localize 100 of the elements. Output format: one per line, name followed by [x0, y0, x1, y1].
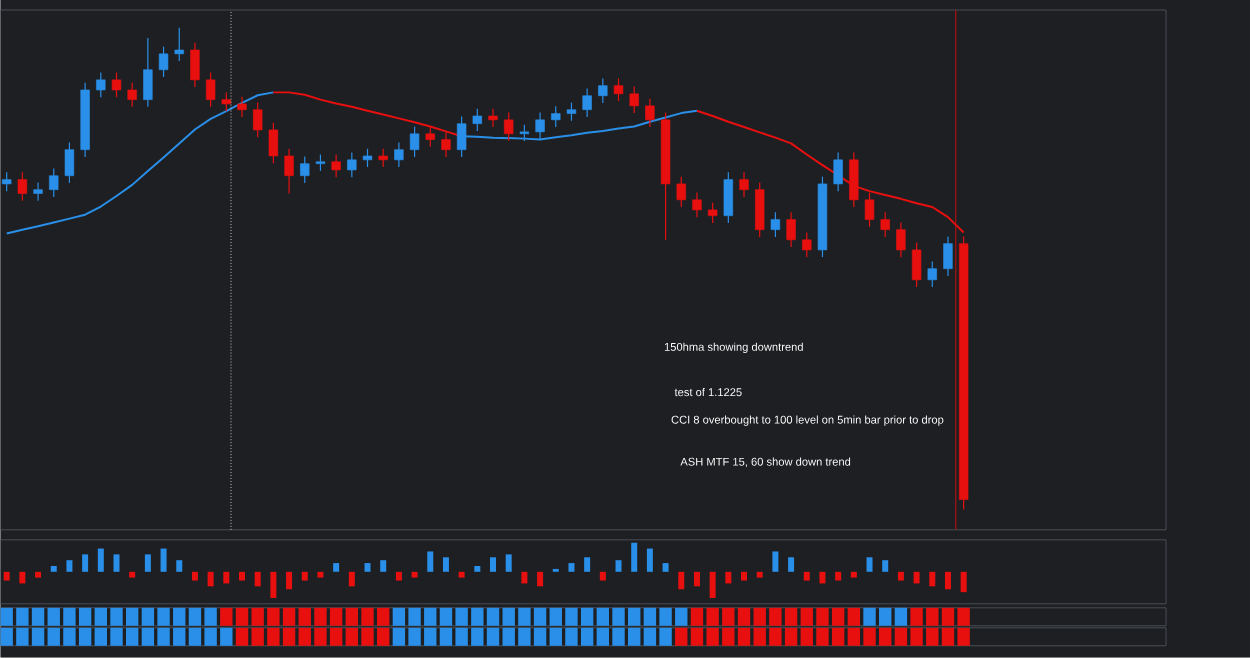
- candlestick: [598, 77, 608, 104]
- bar: [239, 571, 245, 581]
- candlestick: [409, 126, 420, 158]
- bar: [631, 542, 638, 572]
- candlestick: [943, 235, 953, 277]
- bar: [427, 551, 434, 572]
- bar: [866, 557, 873, 572]
- candlestick: [551, 105, 561, 128]
- bar: [662, 563, 669, 572]
- bar: [270, 571, 277, 599]
- bar: [35, 571, 42, 578]
- candlestick: [268, 122, 279, 164]
- bar: [191, 571, 198, 581]
- bar: [568, 563, 575, 572]
- candlestick: [472, 108, 483, 132]
- candlestick: [582, 88, 592, 118]
- bar: [741, 571, 748, 581]
- candlestick: [739, 171, 749, 198]
- bar: [364, 563, 371, 572]
- candlestick: [802, 232, 812, 258]
- bar: [756, 571, 763, 578]
- candlestick: [927, 260, 937, 288]
- candlestick: [64, 141, 75, 184]
- bar: [144, 554, 151, 572]
- candlestick: [394, 141, 404, 168]
- bar: [474, 566, 481, 572]
- bar: [333, 563, 340, 572]
- bar: [19, 571, 26, 584]
- candlestick: [911, 242, 922, 288]
- candlestick: [253, 101, 263, 138]
- bar: [788, 557, 795, 572]
- candlestick: [707, 202, 718, 224]
- bar: [709, 571, 716, 599]
- bar: [599, 571, 606, 581]
- candlestick: [488, 108, 498, 128]
- bar: [819, 571, 826, 584]
- bar: [66, 560, 73, 572]
- bar: [129, 571, 136, 578]
- candlestick: [723, 171, 734, 224]
- bar: [929, 571, 936, 587]
- candlestick: [755, 181, 765, 238]
- bar: [693, 571, 700, 587]
- candlestick: [331, 154, 341, 178]
- bar: [505, 554, 512, 572]
- candlestick: [833, 152, 843, 192]
- candlestick: [896, 221, 906, 258]
- bar: [97, 548, 104, 572]
- candlestick: [143, 37, 153, 108]
- bar: [301, 571, 308, 581]
- bar: [317, 571, 324, 578]
- bar: [537, 571, 544, 587]
- candlestick: [205, 72, 216, 108]
- bar: [850, 571, 857, 578]
- bar: [803, 571, 810, 581]
- candlestick: [221, 91, 231, 112]
- candlestick: [629, 86, 639, 114]
- candlestick: [127, 82, 137, 108]
- bar: [207, 571, 214, 587]
- bar: [348, 571, 355, 587]
- candlestick: [33, 181, 43, 202]
- bar: [772, 551, 779, 572]
- bar: [944, 571, 951, 590]
- bar: [411, 571, 418, 578]
- candlestick: [613, 77, 624, 102]
- bar: [380, 560, 387, 572]
- candlestick: [504, 112, 514, 142]
- candlestick: [1, 171, 12, 192]
- bar: [160, 548, 167, 572]
- candlestick: [284, 148, 294, 195]
- candlestick: [237, 96, 247, 118]
- bar: [521, 571, 528, 584]
- bar: [646, 548, 653, 572]
- bar: [897, 571, 904, 581]
- bar: [286, 571, 293, 590]
- candlestick: [692, 192, 702, 218]
- bar: [442, 557, 449, 572]
- candlestick: [849, 152, 859, 208]
- candlestick: [566, 101, 577, 122]
- candlestick: [362, 148, 373, 168]
- bar: [3, 571, 10, 581]
- bar: [678, 571, 685, 590]
- bar: [50, 566, 57, 572]
- candlestick: [676, 176, 686, 208]
- candlestick: [786, 211, 796, 248]
- bar: [223, 571, 230, 584]
- bar: [458, 571, 465, 578]
- candlestick: [96, 72, 106, 98]
- candlestick: [864, 192, 875, 228]
- candlestick: [174, 27, 184, 62]
- bar: [882, 560, 889, 572]
- bar: [913, 571, 920, 584]
- candlestick: [347, 152, 357, 178]
- bar: [490, 557, 497, 572]
- bar: [176, 560, 183, 572]
- bar: [960, 571, 967, 593]
- candlestick: [880, 211, 890, 238]
- candlestick: [158, 46, 169, 78]
- candlestick: [378, 148, 388, 168]
- bar: [615, 560, 622, 572]
- bar: [82, 554, 89, 572]
